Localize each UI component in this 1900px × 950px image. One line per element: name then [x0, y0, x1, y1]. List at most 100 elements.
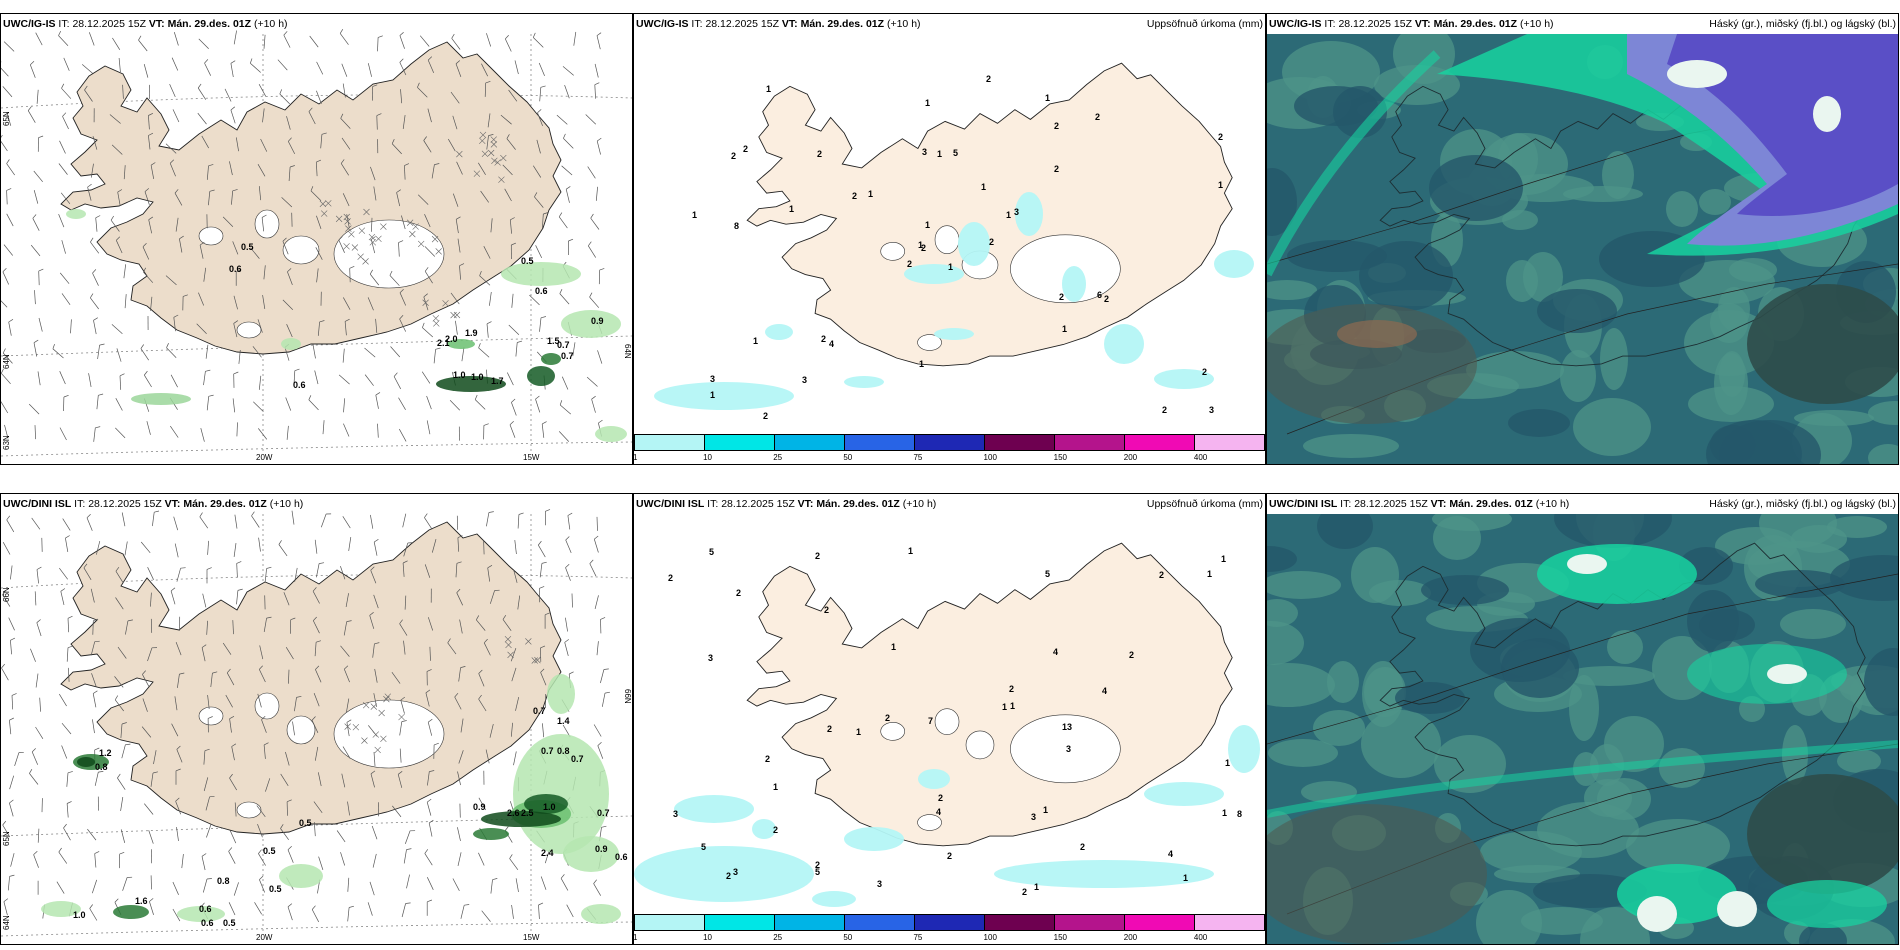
wind-barb-feather	[154, 510, 160, 513]
wind-barb-feather	[27, 106, 32, 111]
wind-barb-feather	[597, 741, 602, 746]
snow-symbol	[525, 638, 532, 645]
wind-barb	[258, 186, 262, 201]
wind-barb-feather	[197, 83, 202, 89]
precip-value-label: 2	[947, 851, 952, 861]
precip-value-label: 3	[922, 147, 927, 157]
low-cloud	[1421, 575, 1509, 605]
snow-symbol	[412, 223, 419, 230]
wind-barb	[123, 165, 126, 180]
wind-barb-feather	[32, 214, 37, 219]
wind-barb	[233, 323, 238, 338]
precip-area	[958, 222, 990, 266]
wind-barb	[398, 242, 400, 257]
wind-barb	[91, 673, 97, 687]
snow-symbol	[325, 200, 332, 207]
wind-barb	[6, 163, 15, 176]
precip-value-label: 1	[918, 240, 923, 250]
wind-barb-feather	[457, 535, 463, 539]
precip-value-label: 5	[1045, 569, 1050, 579]
wind-barb-feather	[538, 540, 542, 546]
wind-barb-feather	[6, 515, 11, 521]
wind-barb	[589, 296, 600, 308]
wind-barb	[171, 723, 179, 737]
wind-barb	[206, 824, 212, 838]
wind-barb	[2, 271, 10, 285]
legend-swatch	[705, 915, 775, 930]
wind-barb	[594, 63, 599, 78]
wind-barb-feather	[540, 85, 546, 88]
legend-tick: 1	[633, 933, 638, 942]
wind-barb	[596, 516, 598, 531]
precip-value-label: 1	[1043, 805, 1048, 815]
wind-barb	[561, 376, 569, 390]
wind-barb	[457, 238, 461, 253]
glacier	[917, 334, 942, 351]
wind-barb	[338, 239, 345, 253]
wind-barb	[173, 317, 176, 332]
precip-value-label: 2	[1162, 405, 1167, 415]
wind-barb-feather	[279, 89, 283, 95]
wind-barb	[589, 563, 597, 577]
precip-area	[934, 328, 974, 340]
wind-barb	[203, 371, 206, 386]
wind-barb	[539, 87, 542, 102]
wind-barb	[537, 112, 543, 127]
wind-barb	[90, 588, 95, 603]
wind-barb	[285, 751, 290, 766]
wind-barb	[449, 399, 461, 411]
precip-value-label: 7	[928, 716, 933, 726]
wind-barb	[517, 595, 521, 610]
wind-barb	[399, 62, 407, 76]
cloud-top-white	[1767, 664, 1807, 684]
wind-barb	[399, 318, 407, 332]
wind-barb	[562, 66, 574, 76]
precip-value-label: 2	[1202, 367, 1207, 377]
wind-barb-feather	[142, 670, 146, 675]
wind-barb	[373, 751, 376, 767]
wind-barb	[66, 803, 69, 818]
wind-barb-feather	[140, 344, 144, 349]
wind-barb	[256, 805, 266, 818]
wind-barb	[565, 567, 571, 581]
wind-barb	[490, 879, 493, 894]
wind-barb	[513, 751, 517, 766]
precip-value-label: 1	[710, 390, 715, 400]
wind-barb-feather	[2, 590, 6, 595]
wind-barb	[37, 828, 40, 843]
glacier	[333, 219, 445, 289]
wind-barb-feather	[544, 612, 550, 616]
wind-barb-feather	[540, 668, 545, 673]
wind-barb-feather	[148, 112, 154, 116]
wind-barb	[66, 772, 69, 787]
wind-barb-feather	[90, 237, 94, 243]
wind-barb-feather	[119, 851, 125, 855]
snow-symbol	[498, 176, 505, 183]
wind-barb	[201, 135, 210, 149]
wind-barb	[536, 139, 541, 154]
wind-barb-feather	[487, 564, 493, 569]
wind-barb	[535, 398, 541, 413]
wind-barb	[170, 374, 178, 388]
wind-barb	[174, 543, 179, 558]
wind-barb-feather	[423, 293, 428, 298]
precip-value-label: 2	[821, 334, 826, 344]
wind-barb	[11, 695, 14, 710]
wind-barb	[373, 594, 379, 609]
wind-barb	[36, 569, 39, 584]
wind-barb	[423, 296, 429, 311]
precip-legend-ticks: 1 10 25 50 75 100 150 200 400	[634, 933, 1265, 943]
wind-barb-feather	[564, 639, 570, 643]
snow-symbol	[504, 635, 512, 643]
precip-area	[77, 757, 95, 767]
lon-label-15w: 15W	[523, 453, 540, 462]
wind-barb-feather	[506, 134, 510, 139]
wind-barb-feather	[338, 236, 343, 241]
wind-value-label: 1.9	[465, 328, 478, 338]
wind-barb	[206, 396, 210, 411]
legend-tick: 50	[843, 453, 853, 462]
wind-barb-feather	[447, 638, 451, 643]
wind-value-label: 1.5	[547, 336, 560, 346]
lon-label-20w: 20W	[256, 933, 273, 942]
wind-barb	[265, 778, 271, 792]
